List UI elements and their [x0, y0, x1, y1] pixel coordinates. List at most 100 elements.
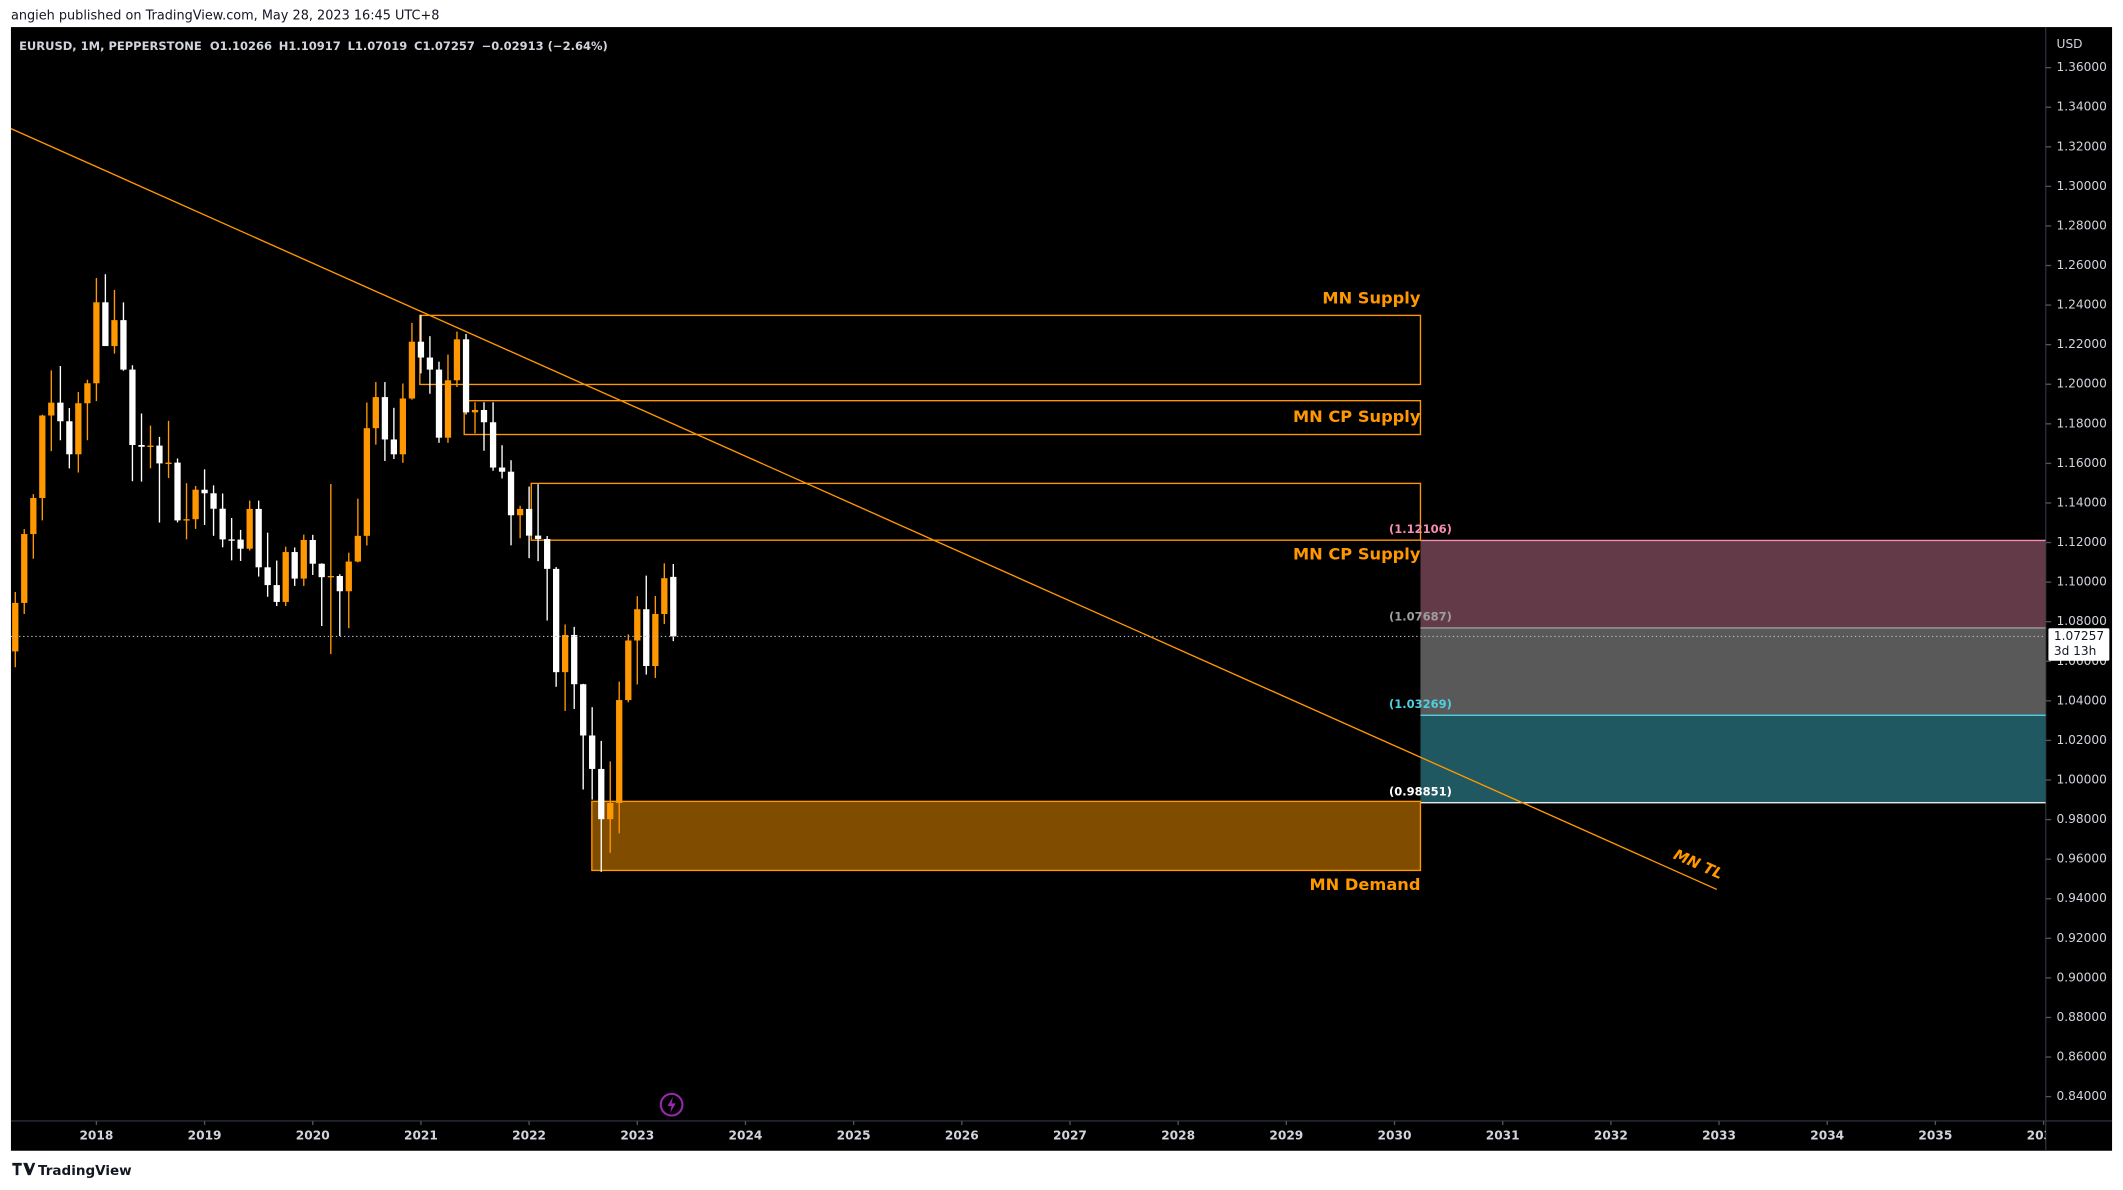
y-tick-label: 1.24000 [2057, 298, 2107, 312]
symbol-header: EURUSD, 1M, PEPPERSTONE O1.10266 H1.10917 L… [19, 39, 608, 53]
logo-mark[interactable] [12, 1162, 36, 1176]
y-tick-label: 1.00000 [2057, 773, 2107, 787]
candle-body [435, 369, 443, 438]
candle-body [201, 489, 208, 494]
zone [591, 800, 1422, 872]
candle-body [102, 302, 109, 347]
candle-body [246, 508, 253, 549]
position-zone [1420, 627, 2046, 716]
candle-body [282, 552, 289, 602]
x-tick-label: 2020 [296, 1128, 330, 1142]
x-tick-label: 2023 [620, 1128, 654, 1142]
candle-body [507, 471, 515, 516]
candle-body [183, 519, 190, 521]
x-tick-label: 2018 [79, 1128, 113, 1142]
candle-body [75, 403, 82, 455]
candle-body [399, 398, 407, 455]
y-tick-label: 0.84000 [2057, 1089, 2107, 1103]
y-tick-label: 1.08000 [2057, 614, 2107, 628]
x-tick-label: 2021 [404, 1128, 438, 1142]
candle-body [544, 538, 551, 569]
y-tick-label: 0.98000 [2057, 812, 2107, 826]
candle-body [390, 439, 398, 455]
candle-body [571, 634, 578, 685]
candle-body [643, 609, 650, 667]
x-tick-label: 2035 [1918, 1128, 1952, 1142]
x-tick-label: 2022 [512, 1128, 546, 1142]
x-tick-label: 2032 [1594, 1128, 1628, 1142]
last-price-label: 1.07257 [2054, 629, 2104, 643]
candle-body [93, 302, 100, 384]
logo[interactable]: TradingView [12, 1162, 132, 1179]
y-tick-label: 0.90000 [2057, 970, 2107, 984]
y-axis: 0.84000 0.86000 0.88000 0.90000 0.92000 0.940… [2045, 60, 2107, 1103]
candle-body [670, 576, 677, 637]
candle-body [498, 467, 506, 472]
candle-body [318, 563, 325, 578]
candle-body [327, 575, 334, 578]
x-tick-label: 2019 [188, 1128, 222, 1142]
candle-body [39, 415, 46, 499]
candle-body [489, 422, 497, 468]
y-tick-label: 1.02000 [2057, 733, 2107, 747]
candle-body [534, 535, 542, 539]
x-tick-label: 2024 [729, 1128, 763, 1142]
event-icon-ring[interactable] [659, 1092, 684, 1117]
candle-body [607, 802, 614, 820]
event-icon-bolt[interactable] [667, 1096, 676, 1113]
x-tick-label: 2034 [1810, 1128, 1844, 1142]
candle-body [336, 575, 343, 592]
candle-body [48, 402, 55, 416]
brand[interactable]: TradingView [38, 1163, 132, 1179]
y-tick-label: 1.22000 [2057, 337, 2107, 351]
publisher: angieh published on TradingView.com, May… [11, 9, 440, 24]
candle-body [66, 421, 73, 455]
y-tick-label: 1.28000 [2057, 218, 2107, 232]
ohlc-value: 1.07019 [355, 39, 407, 53]
candle-body [84, 383, 91, 404]
y-tick-label: 0.94000 [2057, 891, 2107, 905]
candle-body [30, 498, 37, 535]
y-tick-label: 1.12000 [2057, 535, 2107, 549]
x-tick-label: 2029 [1269, 1128, 1303, 1142]
last-price-box [2048, 628, 2110, 661]
y-tick-label: 0.92000 [2057, 931, 2107, 945]
candle-body [661, 578, 668, 614]
ohlc-value: 1.10917 [288, 39, 340, 53]
candle-body [462, 339, 470, 413]
candle-body [589, 735, 596, 769]
candle-body [354, 535, 362, 562]
x-axis: 2018 2019 2020 2021 2022 2023 2024 2025 2026 2027… [79, 1120, 2046, 1142]
candle-body [147, 445, 154, 447]
y-tick-label: 0.86000 [2057, 1050, 2107, 1064]
y-tick-label: 1.14000 [2057, 495, 2107, 509]
candle-body [444, 380, 452, 438]
x-tick-label: 2026 [945, 1128, 979, 1142]
event-icon[interactable] [659, 1092, 684, 1117]
candle-body [174, 462, 181, 521]
candle-body [57, 402, 64, 422]
zone-label: MN Supply [1322, 289, 1420, 308]
candle-body [598, 768, 605, 820]
ohlc-label: L [348, 39, 356, 53]
candle-body [616, 700, 623, 803]
candle-body [480, 409, 488, 423]
candle-body [516, 508, 524, 516]
y-tick-label: 1.04000 [2057, 693, 2107, 707]
candle-body [129, 369, 136, 445]
ohlc-value: 1.07257 [423, 39, 475, 53]
candle-body [12, 602, 19, 652]
candle-body [309, 539, 316, 564]
trendline [10, 127, 1718, 891]
zone-label: MN CP Supply [1293, 545, 1421, 564]
candle-body [21, 534, 28, 603]
y-tick-label: 1.34000 [2057, 100, 2107, 114]
candle-body [453, 339, 461, 381]
candle-body [372, 397, 379, 429]
candle-body [625, 640, 632, 701]
candle-body [580, 684, 587, 736]
candle-body [228, 539, 235, 541]
ohlc-label: H [279, 39, 289, 53]
candle-body [408, 341, 416, 399]
candle-body [471, 409, 479, 413]
